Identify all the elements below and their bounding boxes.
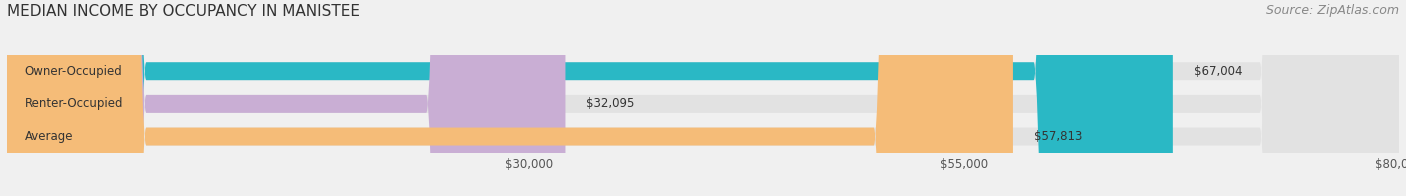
FancyBboxPatch shape bbox=[7, 0, 1399, 196]
FancyBboxPatch shape bbox=[7, 0, 1399, 196]
Text: MEDIAN INCOME BY OCCUPANCY IN MANISTEE: MEDIAN INCOME BY OCCUPANCY IN MANISTEE bbox=[7, 4, 360, 19]
Text: Renter-Occupied: Renter-Occupied bbox=[24, 97, 122, 110]
FancyBboxPatch shape bbox=[7, 0, 1012, 196]
FancyBboxPatch shape bbox=[7, 0, 1173, 196]
FancyBboxPatch shape bbox=[7, 0, 565, 196]
Text: $32,095: $32,095 bbox=[586, 97, 634, 110]
Text: Average: Average bbox=[24, 130, 73, 143]
Text: Owner-Occupied: Owner-Occupied bbox=[24, 65, 122, 78]
FancyBboxPatch shape bbox=[7, 0, 1399, 196]
Text: $67,004: $67,004 bbox=[1194, 65, 1243, 78]
Text: $57,813: $57,813 bbox=[1033, 130, 1083, 143]
Text: Source: ZipAtlas.com: Source: ZipAtlas.com bbox=[1265, 4, 1399, 17]
